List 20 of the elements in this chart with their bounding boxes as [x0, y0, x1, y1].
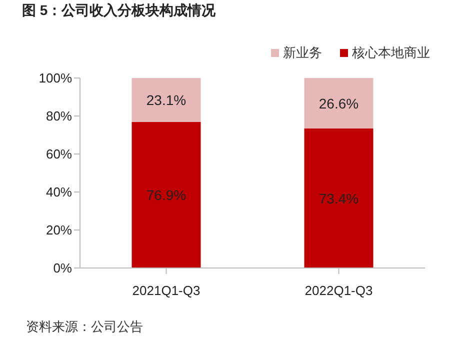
x-tick-label: 2021Q1-Q3: [132, 283, 200, 298]
x-tick-label: 2022Q1-Q3: [304, 283, 373, 298]
bar: [304, 128, 374, 268]
data-label: 76.9%: [146, 186, 186, 203]
y-tick-label: 20%: [46, 222, 72, 238]
y-tick-label: 40%: [46, 184, 72, 200]
y-tick-label: 0%: [53, 260, 72, 276]
bar: [132, 78, 201, 122]
legend-label: 核心本地商业: [352, 44, 430, 62]
y-tick-label: 60%: [46, 146, 72, 162]
data-label: 26.6%: [318, 95, 359, 112]
data-label: 73.4%: [318, 190, 359, 206]
bar: [132, 122, 201, 268]
data-label: 23.1%: [146, 92, 186, 108]
legend-label: 新业务: [283, 44, 322, 62]
chart-title: 图 5：公司收入分板块构成情况: [22, 2, 216, 20]
text: 资料来源：公司公告: [26, 318, 143, 336]
y-tick-label: 100%: [38, 70, 72, 86]
bar: [304, 78, 374, 129]
y-tick-label: 80%: [46, 108, 72, 124]
